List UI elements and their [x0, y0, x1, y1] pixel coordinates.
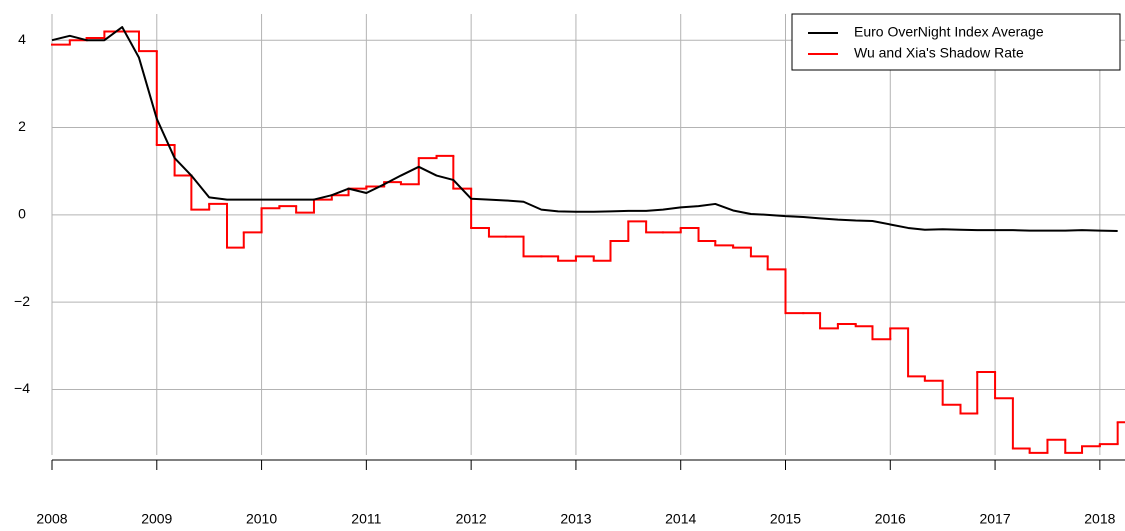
legend: Euro OverNight Index Average Wu and Xia's…: [791, 13, 1121, 71]
x-tick-label: 2009: [141, 511, 172, 527]
x-tick-label: 2011: [351, 511, 381, 527]
y-tick-label: 0: [18, 206, 26, 222]
x-tick-label: 2013: [560, 511, 591, 527]
x-tick-label: 2014: [665, 511, 696, 527]
y-tick-label: −4: [14, 380, 30, 396]
legend-label: Euro OverNight Index Average: [854, 24, 1044, 40]
step-line: [51, 30, 1125, 454]
y-tick-label: −2: [14, 293, 30, 309]
legend-box: [791, 13, 1121, 71]
x-tick-label: 2012: [456, 511, 487, 527]
y-tick-label: 2: [18, 118, 26, 134]
x-tick-label: 2018: [1084, 511, 1115, 527]
x-tick-label: 2008: [36, 511, 67, 527]
legend-label: Wu and Xia's Shadow Rate: [854, 45, 1024, 61]
x-tick-label: 2016: [875, 511, 906, 527]
series-line: [51, 26, 1118, 233]
x-tick-label: 2010: [246, 511, 277, 527]
x-tick-label: 2017: [979, 511, 1010, 527]
x-tick-label: 2015: [770, 511, 801, 527]
y-tick-label: 4: [18, 31, 26, 47]
